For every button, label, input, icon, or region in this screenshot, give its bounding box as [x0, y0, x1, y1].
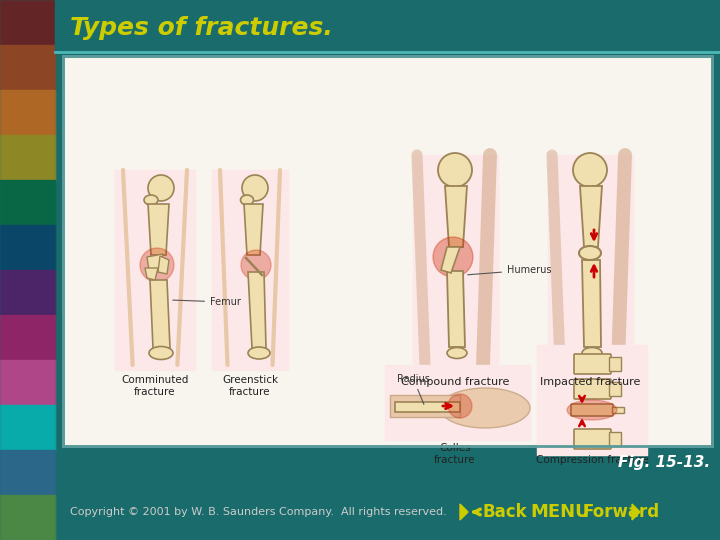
Bar	[609, 357, 621, 371]
Ellipse shape	[567, 400, 617, 420]
Text: Impacted fracture: Impacted fracture	[540, 377, 640, 387]
Bar	[609, 382, 621, 396]
Text: Greenstick
fracture: Greenstick fracture	[222, 375, 278, 396]
FancyBboxPatch shape	[63, 56, 712, 446]
FancyBboxPatch shape	[574, 379, 611, 399]
Polygon shape	[441, 247, 460, 273]
Text: MENU: MENU	[530, 503, 590, 521]
Circle shape	[573, 153, 607, 187]
Bar	[609, 432, 621, 446]
Circle shape	[438, 153, 472, 187]
FancyBboxPatch shape	[574, 354, 611, 374]
Circle shape	[433, 237, 473, 277]
Circle shape	[448, 394, 472, 418]
Ellipse shape	[582, 348, 602, 359]
Text: Comminuted
fracture: Comminuted fracture	[121, 375, 189, 396]
Bar	[0, 0, 55, 46]
Polygon shape	[148, 204, 169, 255]
Bar	[0, 450, 55, 496]
Bar	[385, 365, 530, 440]
Ellipse shape	[248, 347, 270, 359]
Bar	[63, 56, 712, 446]
Bar	[0, 405, 55, 451]
Text: Forward: Forward	[582, 503, 659, 521]
Bar	[395, 402, 460, 412]
Text: Colles
fracture: Colles fracture	[434, 443, 476, 464]
Text: Back: Back	[482, 503, 526, 521]
Text: Types of fractures.: Types of fractures.	[70, 16, 333, 40]
Bar	[0, 225, 55, 271]
Bar	[0, 360, 55, 406]
Bar	[612, 407, 624, 413]
Bar	[0, 315, 55, 361]
Circle shape	[148, 175, 174, 201]
Bar	[0, 495, 55, 540]
Text: Compression fracture: Compression fracture	[536, 455, 649, 465]
Ellipse shape	[440, 388, 530, 428]
Ellipse shape	[579, 246, 601, 260]
Bar	[0, 135, 55, 181]
Polygon shape	[150, 280, 170, 348]
Text: Femur: Femur	[173, 297, 241, 307]
Ellipse shape	[240, 195, 253, 205]
Text: Copyright © 2001 by W. B. Saunders Company.  All rights reserved.: Copyright © 2001 by W. B. Saunders Compa…	[70, 507, 446, 517]
Bar	[65, 58, 710, 444]
Text: Humerus: Humerus	[468, 265, 552, 275]
Bar	[0, 270, 55, 316]
Bar	[537, 345, 647, 455]
Bar	[548, 155, 633, 370]
Polygon shape	[460, 504, 468, 520]
Polygon shape	[147, 254, 163, 272]
Bar	[0, 0, 55, 540]
Polygon shape	[248, 272, 266, 348]
Polygon shape	[145, 268, 158, 280]
Polygon shape	[632, 504, 640, 520]
Ellipse shape	[149, 347, 173, 360]
Polygon shape	[244, 204, 263, 255]
Circle shape	[241, 250, 271, 280]
Circle shape	[242, 175, 268, 201]
Text: Radius: Radius	[397, 374, 430, 404]
Bar	[390, 395, 460, 417]
Ellipse shape	[447, 348, 467, 359]
Text: Compound fracture: Compound fracture	[401, 377, 509, 387]
Polygon shape	[582, 260, 601, 347]
Polygon shape	[445, 186, 467, 247]
FancyBboxPatch shape	[574, 429, 611, 449]
Bar	[0, 90, 55, 136]
Polygon shape	[580, 186, 602, 247]
Bar	[0, 180, 55, 226]
Polygon shape	[447, 271, 465, 347]
Polygon shape	[158, 256, 169, 274]
Text: Fig. 15-13.: Fig. 15-13.	[618, 455, 710, 470]
Bar	[212, 170, 288, 370]
Ellipse shape	[144, 195, 158, 205]
Circle shape	[140, 248, 174, 282]
Bar	[0, 45, 55, 91]
Bar	[115, 170, 195, 370]
Bar	[413, 155, 498, 370]
FancyBboxPatch shape	[571, 404, 613, 416]
Bar	[55, 0, 720, 52]
